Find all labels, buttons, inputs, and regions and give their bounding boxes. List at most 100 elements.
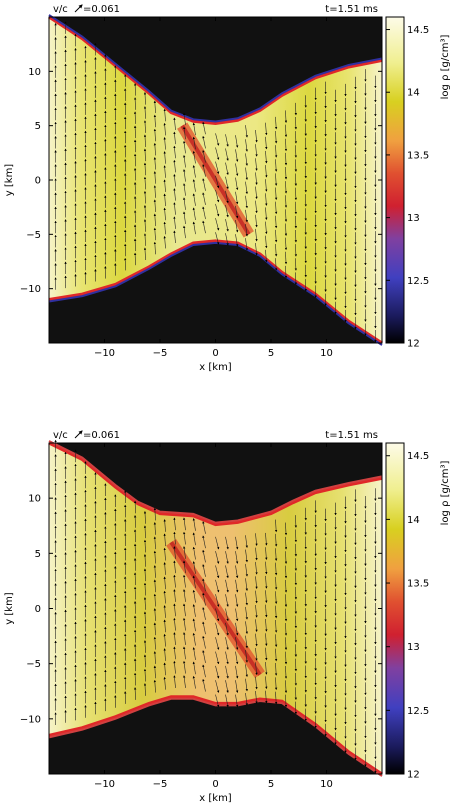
velocity-arrow <box>294 687 298 701</box>
velocity-arrow <box>245 223 248 237</box>
velocity-arrow <box>202 206 206 220</box>
velocity-arrow <box>143 668 147 682</box>
velocity-arrow <box>153 114 157 128</box>
velocity-arrow <box>133 125 137 139</box>
velocity-arrow <box>284 680 288 694</box>
velocity-arrow <box>202 549 206 563</box>
velocity-arrow <box>143 597 147 610</box>
velocity-arrow <box>294 102 298 116</box>
velocity-arrow <box>265 618 268 632</box>
velocity-arrow <box>133 252 137 266</box>
velocity-arrow <box>245 664 248 678</box>
velocity-arrow <box>274 605 278 619</box>
velocity-arrow <box>153 522 157 535</box>
velocity-arrow <box>192 618 196 632</box>
velocity-arrow <box>225 551 229 564</box>
velocity-arrow <box>274 201 278 215</box>
upper-edge-red <box>48 441 383 527</box>
colorbar-tick-label: 12 <box>407 770 420 781</box>
velocity-arrow <box>192 122 196 136</box>
velocity-arrow <box>143 162 147 176</box>
velocity-arrow <box>183 603 186 617</box>
velocity-arrow <box>225 218 229 232</box>
velocity-arrow <box>183 154 186 168</box>
velocity-arrow <box>153 665 157 679</box>
velocity-arrow <box>163 151 166 164</box>
velocity-arrow <box>163 648 166 661</box>
velocity-arrow <box>274 187 278 201</box>
velocity-arrow <box>265 193 268 206</box>
velocity-arrow <box>183 574 186 588</box>
velocity-arrow <box>225 536 229 550</box>
velocity-arrow <box>133 529 137 543</box>
velocity-arrow <box>265 647 268 661</box>
velocity-arrow <box>294 615 298 629</box>
x-tick-label: 5 <box>268 779 274 790</box>
velocity-arrow <box>284 237 288 251</box>
velocity-arrow <box>274 533 278 547</box>
velocity-arrow <box>153 199 157 212</box>
velocity-arrow <box>163 590 166 604</box>
velocity-arrow <box>215 161 220 175</box>
y-tick-label: 0 <box>35 176 41 187</box>
velocity-arrow <box>202 121 206 135</box>
velocity-arrow <box>294 244 298 257</box>
velocity-arrow <box>294 131 298 144</box>
velocity-arrow <box>225 204 229 218</box>
velocity-arrow <box>235 551 239 564</box>
velocity-arrow <box>153 593 157 607</box>
x-tick-label: 0 <box>212 779 218 790</box>
velocity-arrow <box>215 147 220 160</box>
velocity-arrow <box>153 651 157 664</box>
header-arrow-value: =0.061 <box>83 430 120 441</box>
velocity-arrow <box>133 558 137 571</box>
velocity-arrow <box>173 188 176 201</box>
velocity-arrow <box>183 140 186 154</box>
y-tick-label: 5 <box>35 121 41 132</box>
velocity-arrow <box>153 636 157 650</box>
velocity-arrow <box>143 568 147 582</box>
velocity-arrow <box>245 606 248 620</box>
y-tick-label: 0 <box>35 604 41 615</box>
velocity-arrow <box>284 265 288 279</box>
velocity-arrow <box>235 622 239 636</box>
velocity-arrow <box>133 238 137 252</box>
velocity-arrow <box>183 646 186 660</box>
velocity-arrow <box>215 680 220 693</box>
velocity-arrow <box>153 579 157 593</box>
x-tick-label: 10 <box>320 348 333 359</box>
velocity-arrow <box>202 164 206 177</box>
velocity-arrow <box>173 589 176 602</box>
velocity-arrow <box>274 258 278 271</box>
velocity-arrow <box>183 546 186 559</box>
velocity-arrow <box>255 144 258 157</box>
velocity-arrow <box>255 547 258 561</box>
velocity-arrow <box>255 214 258 228</box>
velocity-arrow <box>163 562 166 575</box>
velocity-arrow <box>215 189 220 203</box>
x-tick-label: −10 <box>94 348 115 359</box>
velocity-arrow <box>192 575 196 589</box>
velocity-arrow <box>173 216 176 229</box>
velocity-arrow <box>294 601 298 614</box>
velocity-arrow <box>215 651 220 665</box>
velocity-arrow <box>163 179 166 192</box>
velocity-arrow <box>274 519 278 533</box>
header-vc: v/c <box>53 4 68 15</box>
velocity-arrow <box>284 694 288 708</box>
velocity-arrow <box>183 211 186 225</box>
velocity-arrow <box>153 679 157 693</box>
velocity-arrow <box>284 223 288 237</box>
velocity-arrow <box>173 159 176 173</box>
velocity-arrow <box>143 233 147 246</box>
velocity-arrow <box>153 565 157 578</box>
velocity-arrow <box>265 690 268 704</box>
velocity-arrow <box>153 157 157 170</box>
y-tick-label: −10 <box>20 714 41 725</box>
colorbar-label: log ρ [g/cm³] <box>440 461 451 526</box>
velocity-arrow <box>255 228 258 242</box>
velocity-arrow <box>163 122 166 136</box>
velocity-arrow <box>235 665 239 679</box>
velocity-arrow <box>255 604 258 618</box>
